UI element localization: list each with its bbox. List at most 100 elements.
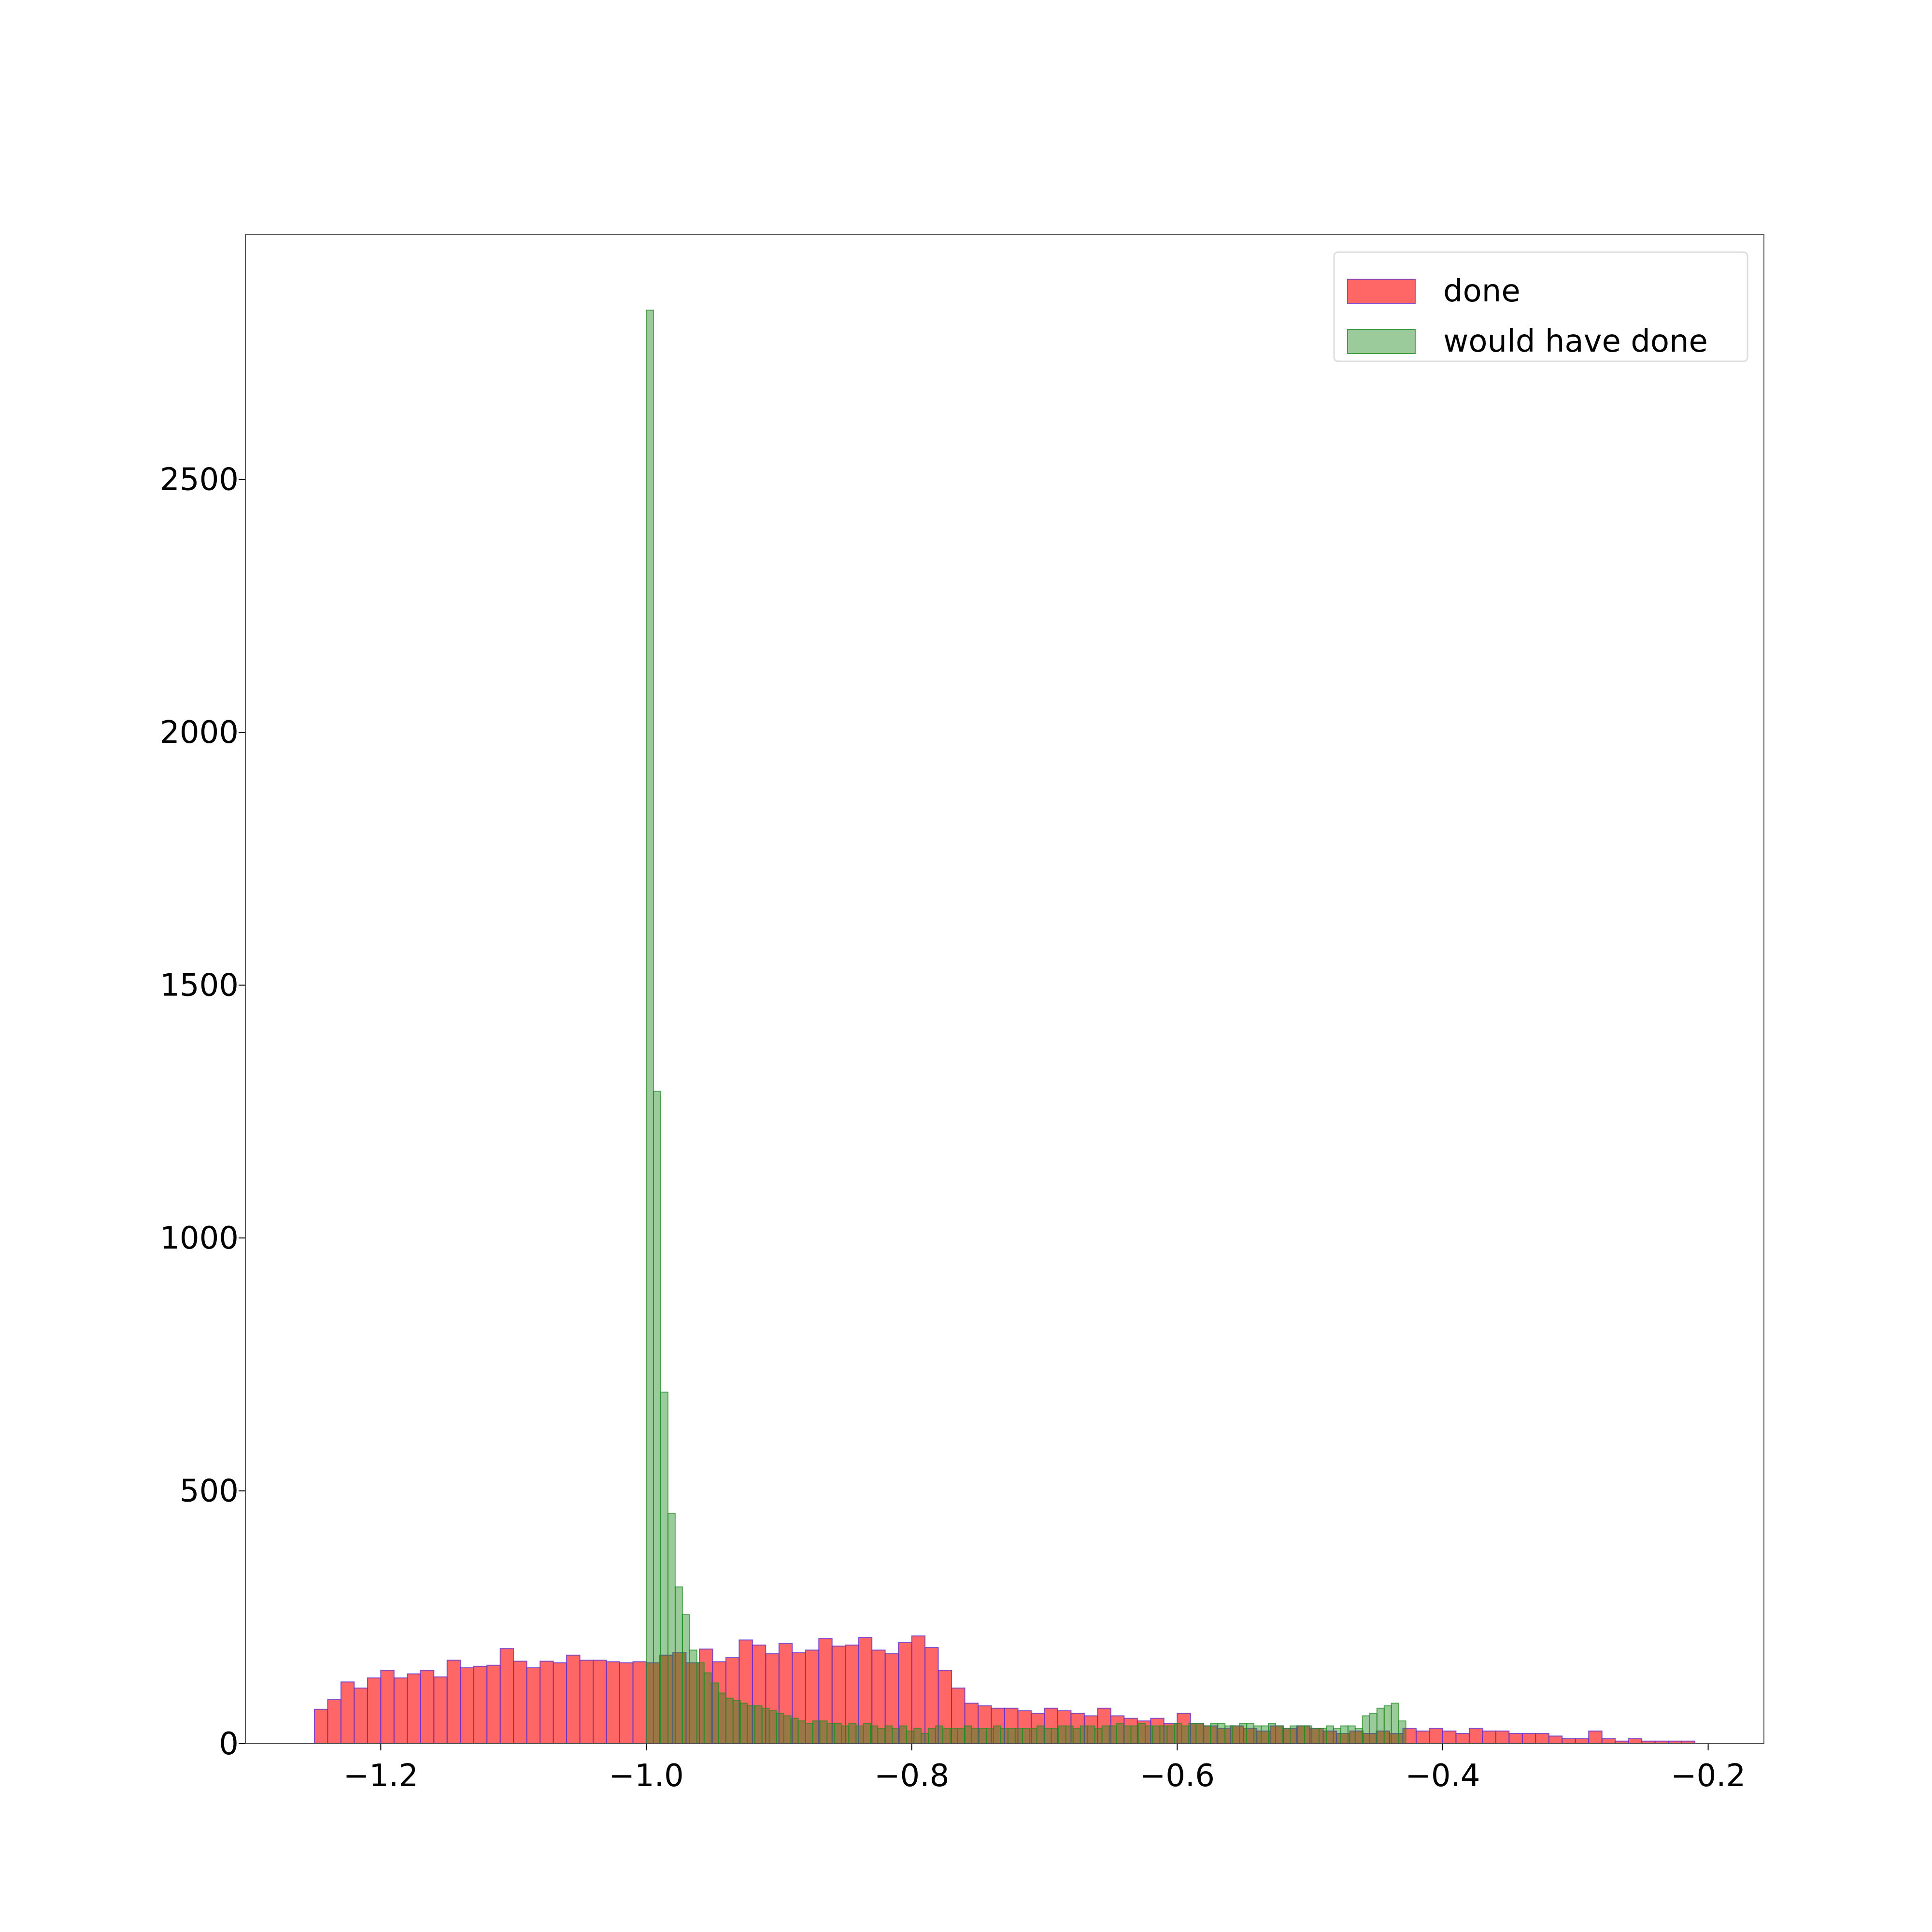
bar	[710, 1682, 719, 1745]
bar	[1051, 1728, 1059, 1745]
bar	[747, 1705, 755, 1744]
bar	[818, 1638, 833, 1744]
bar	[1043, 1728, 1052, 1745]
bar	[812, 1720, 821, 1744]
bar	[790, 1718, 799, 1744]
bar	[1482, 1730, 1496, 1745]
bar	[1495, 1730, 1510, 1745]
bar	[1072, 1728, 1081, 1745]
bar	[1455, 1733, 1470, 1745]
bar	[957, 1728, 966, 1745]
bar	[1628, 1738, 1643, 1745]
x-tick-label: −1.2	[343, 1758, 418, 1794]
bar	[682, 1614, 690, 1745]
bar	[1036, 1725, 1045, 1745]
bar	[313, 1708, 328, 1745]
bar	[768, 1710, 777, 1744]
bar	[566, 1654, 581, 1745]
bar	[1007, 1728, 1016, 1745]
bar	[776, 1713, 784, 1744]
bar	[1268, 1723, 1277, 1745]
bar	[446, 1660, 461, 1745]
bar	[863, 1723, 871, 1745]
bar	[1333, 1728, 1341, 1745]
bar	[1137, 1723, 1146, 1745]
y-tick-label: 2000	[160, 715, 239, 751]
bar	[1376, 1707, 1385, 1744]
bar	[1246, 1723, 1255, 1745]
bar	[1123, 1725, 1132, 1745]
bar	[367, 1677, 382, 1744]
bar	[1166, 1725, 1175, 1745]
bar	[938, 1670, 952, 1744]
series-would-have-done	[645, 310, 1406, 1745]
bar	[1275, 1725, 1284, 1745]
bar	[1174, 1723, 1182, 1745]
bar	[1029, 1728, 1037, 1745]
bar	[754, 1705, 763, 1744]
legend: done would have done	[1333, 251, 1748, 362]
bar	[819, 1720, 828, 1744]
bar	[499, 1648, 514, 1744]
bar	[1325, 1725, 1334, 1745]
bar	[725, 1697, 734, 1745]
bar	[1290, 1725, 1298, 1745]
bar	[899, 1725, 908, 1745]
bar	[540, 1661, 554, 1745]
bar	[645, 1662, 660, 1744]
bar	[783, 1715, 792, 1744]
bar	[826, 1723, 835, 1745]
bar	[1195, 1723, 1204, 1745]
bar	[1217, 1723, 1226, 1745]
bar	[1588, 1730, 1603, 1745]
bar	[985, 1728, 994, 1745]
bar	[1203, 1725, 1211, 1745]
bar	[1575, 1738, 1590, 1745]
bar	[1601, 1738, 1616, 1745]
bar	[1468, 1728, 1483, 1745]
bar	[1535, 1733, 1549, 1745]
bar	[433, 1676, 448, 1745]
bar	[1224, 1725, 1233, 1745]
x-tick-label: −1.0	[609, 1758, 683, 1794]
bar	[993, 1725, 1001, 1745]
bar	[1354, 1728, 1363, 1745]
bar	[1101, 1725, 1110, 1745]
y-tick-label: 1500	[160, 968, 239, 1004]
bar	[1163, 1723, 1178, 1745]
bar	[593, 1660, 607, 1745]
bar	[1253, 1725, 1262, 1745]
y-tick-label: 0	[219, 1726, 239, 1762]
bar	[1304, 1725, 1312, 1745]
bar	[797, 1720, 806, 1744]
legend-swatch-done	[1347, 279, 1416, 304]
bar	[553, 1662, 568, 1744]
bar	[1000, 1728, 1009, 1745]
bar	[1282, 1728, 1291, 1745]
bar	[703, 1672, 712, 1744]
bar	[645, 310, 654, 1744]
bar	[526, 1667, 541, 1744]
legend-swatch-would-have-done	[1347, 329, 1416, 354]
bar	[579, 1660, 594, 1745]
bar	[674, 1586, 683, 1744]
bar	[732, 1700, 741, 1745]
bar	[855, 1725, 864, 1745]
bar	[935, 1725, 944, 1745]
bar	[1311, 1728, 1320, 1745]
bar	[906, 1730, 915, 1745]
bar	[696, 1662, 705, 1744]
bar	[739, 1703, 748, 1744]
bar	[689, 1649, 697, 1745]
bar	[1562, 1738, 1576, 1745]
bar	[1083, 1715, 1098, 1744]
bar	[606, 1661, 621, 1744]
bar	[1087, 1725, 1095, 1745]
bar	[1080, 1725, 1088, 1745]
bar	[1340, 1725, 1349, 1745]
bar	[870, 1725, 879, 1745]
bar	[660, 1392, 668, 1744]
series-done	[313, 1635, 1696, 1745]
bar	[978, 1728, 987, 1745]
